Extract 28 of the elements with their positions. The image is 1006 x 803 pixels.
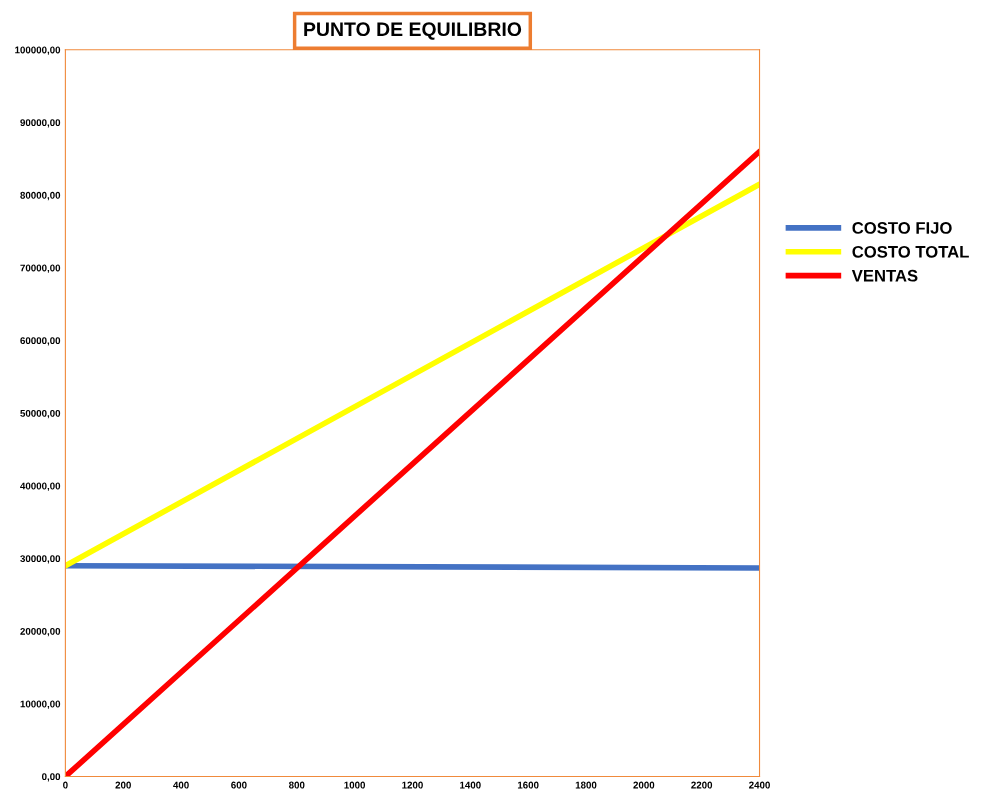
y-tick-label: 100000,00: [15, 46, 61, 55]
y-tick-label: 70000,00: [20, 264, 61, 273]
y-tick-label: 20000,00: [20, 627, 61, 637]
legend-label: VENTAS: [851, 269, 918, 282]
x-tick-label: 1600: [517, 781, 539, 789]
y-tick-label: 10000,00: [20, 700, 61, 709]
x-tick-label: 400: [173, 781, 189, 789]
x-tick-label: 1000: [344, 781, 366, 789]
chart-title: PUNTO DE EQUILIBRIO: [304, 22, 522, 40]
x-tick-label: 800: [288, 781, 305, 789]
y-tick-label: 80000,00: [20, 191, 61, 201]
x-tick-label: 0: [63, 781, 68, 789]
x-tick-label: 200: [115, 781, 131, 789]
y-tick-label: 50000,00: [20, 409, 61, 419]
legend-label: COSTO TOTAL: [852, 245, 969, 258]
y-tick-label: 0,00: [41, 773, 61, 782]
y-tick-label: 30000,00: [20, 555, 61, 564]
y-tick-label: 60000,00: [20, 337, 61, 346]
x-tick-label: 1200: [402, 781, 423, 789]
legend-label: COSTO FIJO: [852, 222, 952, 234]
y-tick-label: 90000,00: [20, 119, 61, 128]
x-tick-label: 2400: [749, 781, 770, 789]
x-tick-label: 1800: [575, 781, 597, 789]
x-tick-label: 1400: [460, 781, 481, 789]
x-tick-label: 2200: [691, 781, 713, 789]
y-tick-label: 40000,00: [20, 482, 61, 491]
x-tick-label: 600: [231, 781, 247, 789]
x-tick-label: 2000: [633, 781, 655, 789]
